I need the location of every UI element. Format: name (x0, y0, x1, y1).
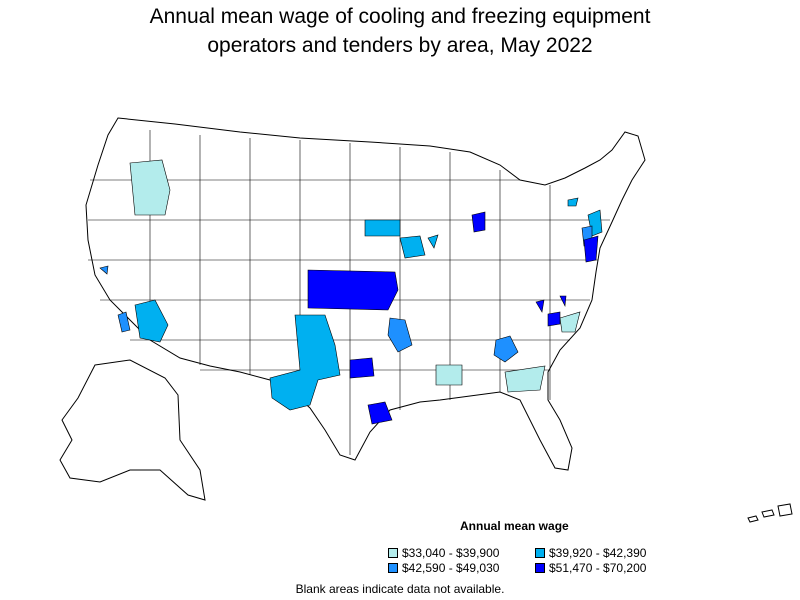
legend-item-2: $39,920 - $42,390 (535, 546, 646, 560)
area-light-mississippi (435, 364, 463, 386)
legend-label-2: $39,920 - $42,390 (549, 546, 647, 560)
alaska-outline (59, 359, 206, 501)
area-blue-nevada (99, 265, 109, 275)
area-deep-houston (367, 401, 393, 425)
legend-swatch-3 (388, 563, 398, 573)
area-deep-kentucky (535, 299, 545, 313)
area-light-idaho (129, 159, 171, 216)
area-deep-wv (559, 295, 567, 308)
data-availability-note: Blank areas indicate data not available. (295, 582, 505, 596)
legend-item-3: $42,590 - $49,030 (388, 561, 499, 575)
area-deep-mid-atlantic (583, 235, 599, 263)
legend-swatch-4 (535, 563, 545, 573)
title-line-1: Annual mean wage of cooling and freezing… (149, 5, 651, 28)
area-cyan-arizona (134, 299, 169, 343)
hawaii-islands (747, 503, 793, 523)
area-deep-kansas (307, 269, 399, 311)
area-deep-michigan (471, 211, 486, 233)
area-deep-tennessee (547, 311, 561, 327)
legend-item-1: $33,040 - $39,900 (388, 546, 499, 560)
legend-swatch-2 (535, 548, 545, 558)
area-cyan-illinois (427, 234, 439, 249)
legend-item-4: $51,470 - $70,200 (535, 561, 646, 575)
wage-areas (99, 159, 603, 425)
area-cyan-iowa (399, 235, 426, 259)
area-light-carolina (559, 311, 581, 333)
map-title: Annual mean wage of cooling and freezing… (0, 2, 800, 60)
area-cyan-minnesota (364, 219, 401, 237)
area-blue-alabama (493, 335, 519, 363)
title-line-2: operators and tenders by area, May 2022 (207, 34, 593, 57)
area-cyan-ny (567, 197, 579, 207)
area-light-georgia (504, 365, 546, 393)
area-blue-oklahoma (387, 317, 413, 353)
area-deep-dallas (349, 357, 375, 379)
legend-title: Annual mean wage (460, 519, 569, 533)
legend-label-4: $51,470 - $70,200 (549, 561, 647, 575)
area-cyan-texas (269, 314, 341, 411)
area-blue-california (117, 311, 131, 333)
legend-swatch-1 (388, 548, 398, 558)
legend-label-1: $33,040 - $39,900 (402, 546, 500, 560)
legend-label-3: $42,590 - $49,030 (402, 561, 500, 575)
